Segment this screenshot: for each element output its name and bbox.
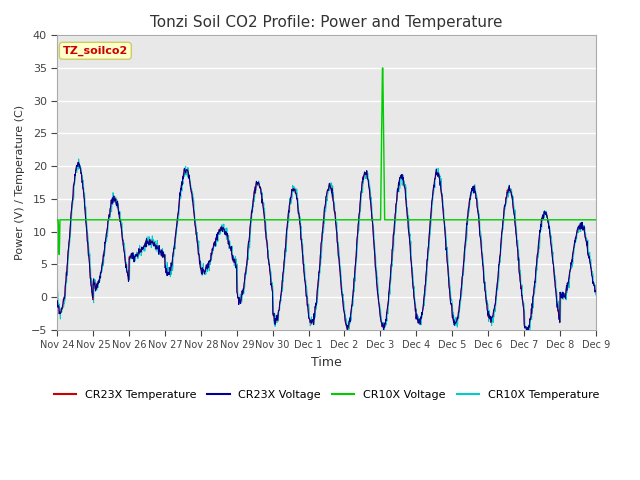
Title: Tonzi Soil CO2 Profile: Power and Temperature: Tonzi Soil CO2 Profile: Power and Temper… — [150, 15, 503, 30]
Legend: CR23X Temperature, CR23X Voltage, CR10X Voltage, CR10X Temperature: CR23X Temperature, CR23X Voltage, CR10X … — [49, 385, 604, 404]
Y-axis label: Power (V) / Temperature (C): Power (V) / Temperature (C) — [15, 105, 25, 260]
Text: TZ_soilco2: TZ_soilco2 — [63, 46, 128, 56]
X-axis label: Time: Time — [311, 356, 342, 369]
